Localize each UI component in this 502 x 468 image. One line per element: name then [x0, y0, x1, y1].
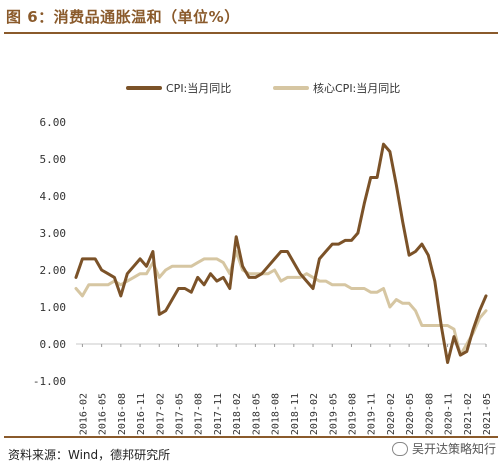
x-tick-label: 2018-02: [232, 393, 243, 435]
x-tick-label: 2016-11: [136, 393, 147, 435]
x-tick-label: 2020-11: [444, 393, 455, 435]
x-tick-label: 2018-08: [271, 393, 282, 435]
y-tick-label: 3.00: [40, 227, 67, 240]
core-cpi-line: [74, 250, 488, 357]
y-tick-label: -1.00: [33, 375, 66, 388]
chart-title: 图 6：消费品通胀温和（单位%）: [6, 8, 240, 26]
x-tick-label: 2019-02: [309, 393, 320, 435]
source-note: 资料来源：Wind，德邦研究所: [8, 448, 171, 462]
watermark: 吴开达策略知行: [391, 440, 496, 457]
x-tick-label: 2019-11: [367, 393, 378, 435]
x-tick-label: 2019-08: [347, 393, 358, 435]
x-tick-label: 2017-02: [155, 393, 166, 435]
x-tick-label: 2019-05: [328, 393, 339, 435]
x-tick-label: 2018-11: [290, 393, 301, 435]
legend-label-core-cpi: 核心CPI:当月同比: [313, 81, 400, 95]
x-tick-label: 2016-02: [78, 393, 89, 435]
cpi-line: [74, 142, 488, 364]
x-tick-label: 2017-11: [213, 393, 224, 435]
y-tick-label: 4.00: [40, 190, 67, 203]
y-tick-label: 6.00: [40, 116, 67, 129]
y-tick-label: 2.00: [40, 264, 67, 277]
x-tick-label: 2020-02: [386, 393, 397, 435]
x-tick-label: 2021-02: [463, 393, 474, 435]
legend: CPI:当月同比 核心CPI:当月同比: [126, 81, 400, 95]
y-tick-label: 5.00: [40, 153, 67, 166]
watermark-text: 吴开达策略知行: [411, 442, 496, 456]
y-tick-label: 1.00: [40, 301, 67, 314]
x-tick-label: 2020-05: [405, 393, 416, 435]
wechat-icon: [391, 441, 408, 456]
x-tick-label: 2020-08: [424, 393, 435, 435]
x-tick-label: 2017-08: [194, 393, 205, 435]
footer-divider: [4, 436, 498, 438]
header-divider: [4, 32, 498, 34]
x-tick-label: 2017-05: [175, 393, 186, 435]
x-tick-label: 2018-05: [251, 393, 262, 435]
x-tick-label: 2016-05: [98, 393, 109, 435]
legend-label-cpi: CPI:当月同比: [166, 81, 231, 95]
y-tick-label: 0.00: [40, 338, 67, 351]
x-tick-label: 2016-08: [117, 393, 128, 435]
x-tick-label: 2021-05: [482, 393, 493, 435]
